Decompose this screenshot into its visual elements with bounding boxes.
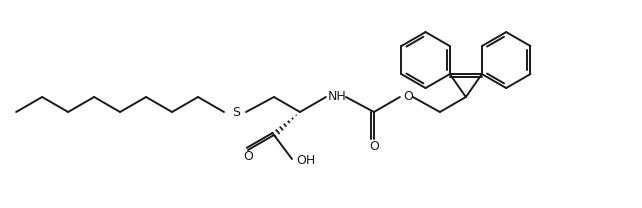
Text: O: O	[369, 140, 379, 154]
Text: O: O	[403, 89, 413, 103]
Text: O: O	[243, 151, 253, 163]
Text: NH: NH	[327, 89, 346, 103]
Text: S: S	[232, 105, 240, 119]
Text: OH: OH	[297, 154, 316, 166]
